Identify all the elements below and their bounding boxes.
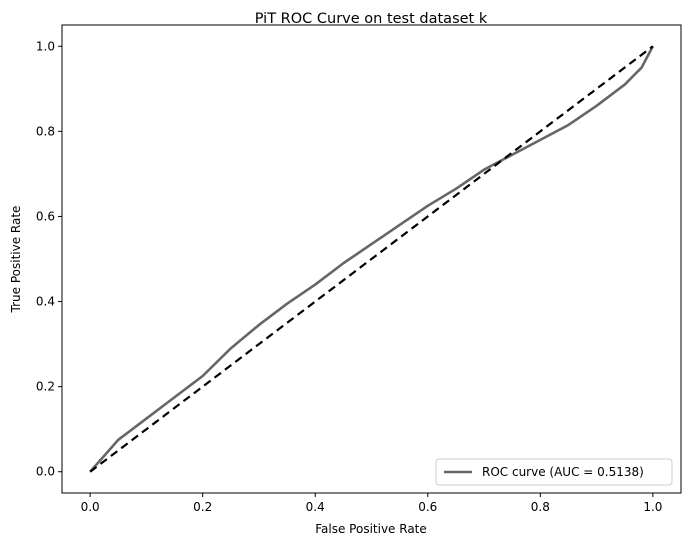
- legend: ROC curve (AUC = 0.5138): [435, 458, 673, 486]
- y-tick-label: 0.2: [36, 380, 55, 394]
- diagonal-reference-line: [89, 45, 654, 473]
- chart-title: PiT ROC Curve on test dataset k: [255, 11, 488, 27]
- x-tick-label: 0.6: [418, 500, 437, 514]
- plot-area-frame: [61, 24, 682, 494]
- legend-box: [435, 458, 673, 486]
- x-tick-label: 0.8: [531, 500, 550, 514]
- y-tick-label: 1.0: [36, 39, 55, 53]
- x-tick-label: 0.2: [193, 500, 212, 514]
- legend-label: ROC curve (AUC = 0.5138): [482, 465, 644, 479]
- y-tick-label: 0.6: [36, 209, 55, 223]
- x-axis-ticks: 0.0 0.2 0.4 0.6 0.8 1.0: [81, 493, 662, 514]
- y-axis-title: True Positive Rate: [9, 206, 23, 314]
- x-tick-label: 0.0: [81, 500, 100, 514]
- y-tick-label: 0.8: [36, 124, 55, 138]
- roc-curve-line: [89, 45, 655, 473]
- y-tick-label: 0.0: [36, 465, 55, 479]
- series-layer: [89, 45, 655, 473]
- x-axis-title: False Positive Rate: [315, 522, 427, 536]
- x-tick-label: 1.0: [643, 500, 662, 514]
- y-axis-ticks: 0.0 0.2 0.4 0.6 0.8 1.0: [36, 39, 62, 479]
- y-tick-label: 0.4: [36, 295, 55, 309]
- x-tick-label: 0.4: [306, 500, 325, 514]
